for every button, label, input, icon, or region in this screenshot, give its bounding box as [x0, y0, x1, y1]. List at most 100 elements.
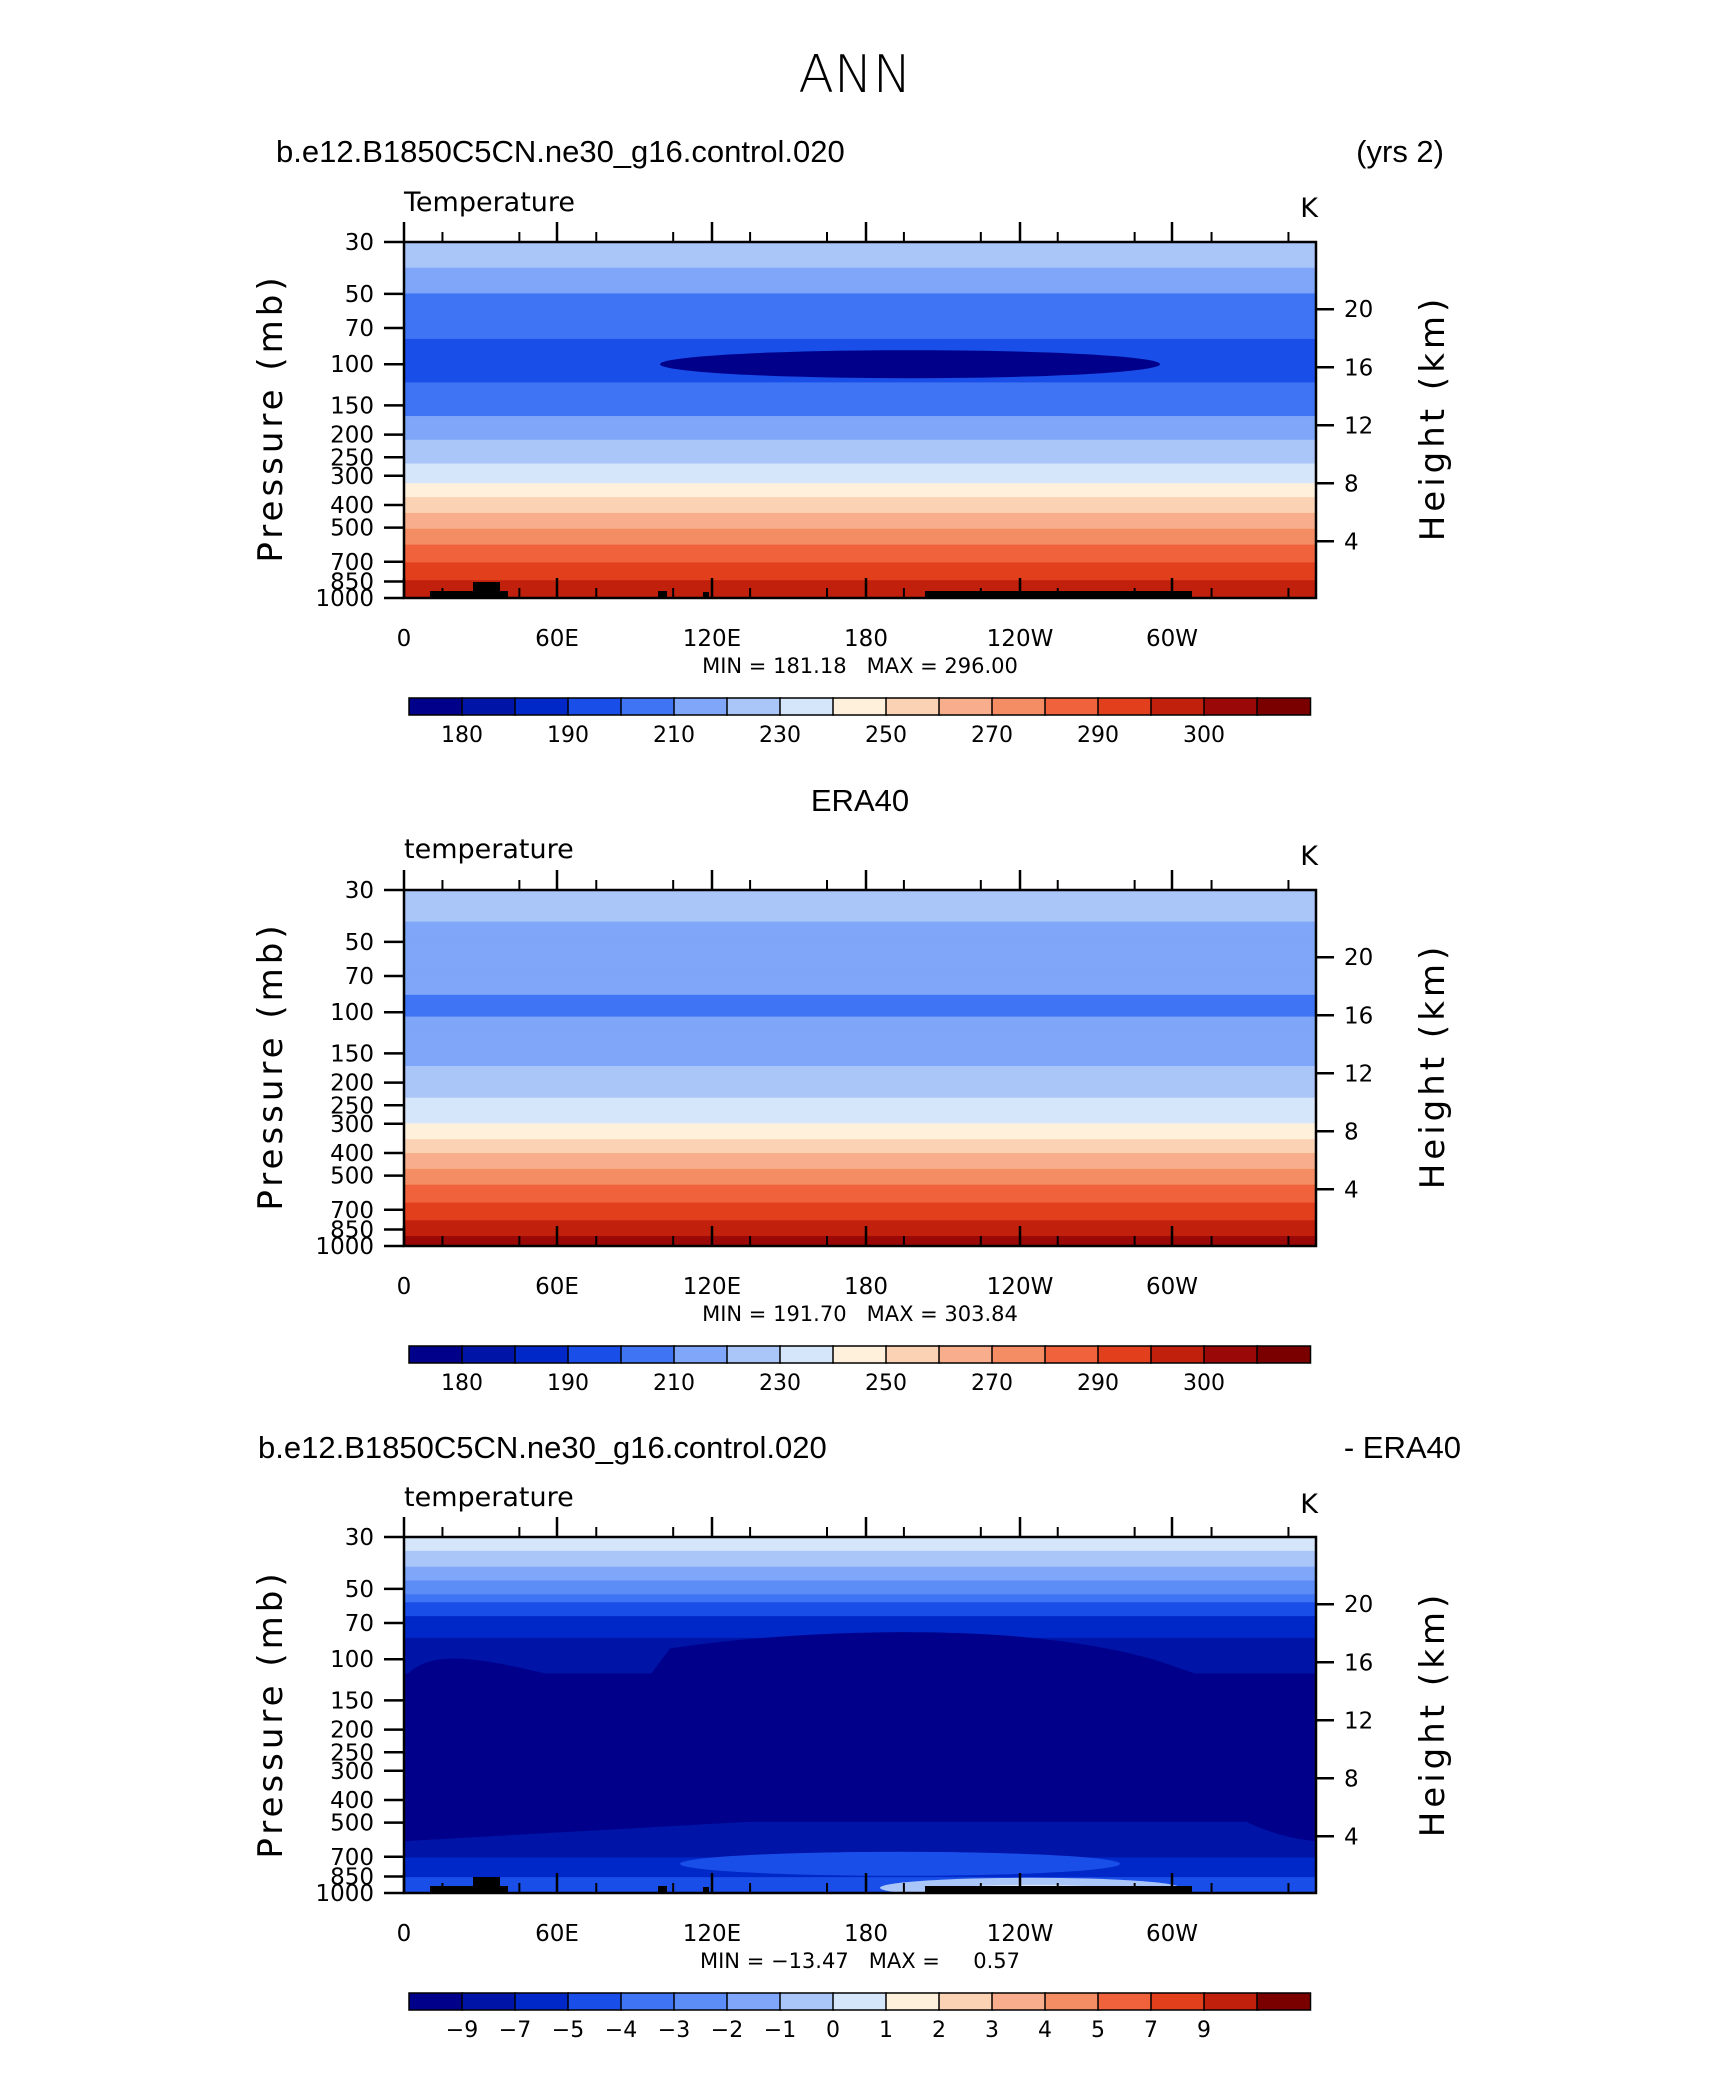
page-title: ANN [798, 45, 911, 105]
contour-band [404, 307, 1316, 310]
contour-band [404, 1242, 1316, 1245]
y-right-tick-label: 8 [1344, 1119, 1359, 1145]
colorbar-label: 230 [759, 1371, 801, 1396]
contour-band [404, 277, 1316, 281]
y-tick-label: 1000 [315, 1881, 374, 1907]
x-tick-label: 60W [1146, 1274, 1198, 1300]
contour-band [404, 414, 1316, 417]
contour-band [404, 1133, 1316, 1136]
contour-band [404, 398, 1316, 401]
contour-band [404, 473, 1316, 476]
contour-band [404, 1145, 1316, 1148]
contour-band [404, 1817, 1316, 1821]
colorbar-swatch [832, 1345, 888, 1364]
contour-band [404, 344, 1316, 348]
contour-band [404, 566, 1316, 569]
colorbar-swatch [1203, 1992, 1259, 2011]
contour-band [404, 281, 1316, 285]
contour-band [404, 273, 1316, 277]
contour-band [404, 980, 1316, 984]
contour-band [404, 911, 1316, 915]
y-tick-label: 200 [330, 1718, 374, 1744]
colorbar-label: −1 [764, 2018, 796, 2043]
contour-band [404, 1200, 1316, 1204]
contour-band [404, 592, 1316, 595]
contour-band [404, 1835, 1316, 1839]
topography-mask [430, 591, 508, 598]
contour-band [404, 483, 1316, 486]
contour-band [404, 400, 1316, 403]
contour-band [404, 1214, 1316, 1217]
contour-band [404, 390, 1316, 393]
contour-band [404, 1103, 1316, 1107]
contour-band [404, 1236, 1316, 1239]
contour-band [404, 1829, 1316, 1833]
contour-band [404, 890, 1316, 893]
y-axis-label: Pressure (mb) [251, 1569, 291, 1858]
contour-band [404, 242, 1316, 245]
x-tick-label: 60E [535, 1274, 579, 1300]
contour-band [404, 1784, 1316, 1787]
panel-header-left: b.e12.B1850C5CN.ne30_g16.control.020 [276, 134, 845, 169]
contour-band [404, 1618, 1316, 1621]
contour-band [404, 388, 1316, 391]
colorbar-swatch [1097, 697, 1153, 716]
x-tick-label: 60E [535, 1921, 579, 1947]
contour-band [404, 1562, 1316, 1566]
contour-band [404, 1558, 1316, 1562]
x-tick-label: 180 [844, 1921, 888, 1947]
contour-band [404, 1046, 1316, 1049]
contour-band [404, 1081, 1316, 1085]
colorbar-swatch [1150, 1345, 1206, 1364]
units-label: K [1300, 841, 1319, 872]
colorbar-swatch [408, 1992, 464, 2011]
contour-band [404, 332, 1316, 336]
contour-band [404, 499, 1316, 502]
y-tick-label: 150 [330, 393, 374, 419]
contour-band [404, 1180, 1316, 1184]
contour-band [404, 451, 1316, 455]
topography-mask [430, 1886, 508, 1893]
contour-band [404, 1119, 1316, 1122]
contour-band [404, 471, 1316, 474]
contour-band [404, 1608, 1316, 1611]
colorbar-swatch [1097, 1992, 1153, 2011]
contour-band [404, 420, 1316, 423]
contour-band [404, 412, 1316, 415]
contour-band [404, 1014, 1316, 1018]
contour-band [404, 1060, 1316, 1063]
contour-band [404, 560, 1316, 563]
contour-band [404, 1164, 1316, 1168]
contour-band [404, 1556, 1316, 1560]
colorbar-label: −5 [552, 2018, 584, 2043]
contour-band [404, 1616, 1316, 1619]
contour-band [404, 572, 1316, 575]
contour-band [404, 1544, 1316, 1548]
panel-observation: ERA40 temperature K 0 60E 120E 180 120W 60W 30… [251, 783, 1453, 1396]
contour-band [404, 556, 1316, 560]
y-tick-label: 500 [330, 1164, 374, 1190]
contour-band [404, 584, 1316, 587]
colorbar-label: 5 [1091, 2018, 1105, 2043]
contour-band [404, 996, 1316, 1000]
contour-band [404, 1590, 1316, 1593]
panel-header-center: ERA40 [811, 783, 909, 818]
colorbar-swatch [938, 1992, 994, 2011]
contour-band [404, 552, 1316, 556]
contour-band [404, 431, 1316, 435]
contour-band [404, 243, 1316, 247]
contour-band [404, 1592, 1316, 1595]
y-tick-label: 200 [330, 1071, 374, 1097]
contour-band [404, 1038, 1316, 1041]
colorbar-label: −2 [711, 2018, 743, 2043]
colorbar-swatch [408, 1345, 464, 1364]
panel-title: temperature [404, 834, 574, 865]
y-tick-label: 100 [330, 1000, 374, 1026]
contour-band [404, 1123, 1316, 1126]
x-tick-label: 0 [397, 626, 412, 652]
contour-band [404, 1220, 1316, 1223]
contour-band [404, 1586, 1316, 1590]
contour-band [404, 580, 1316, 583]
contour-band [404, 957, 1316, 960]
